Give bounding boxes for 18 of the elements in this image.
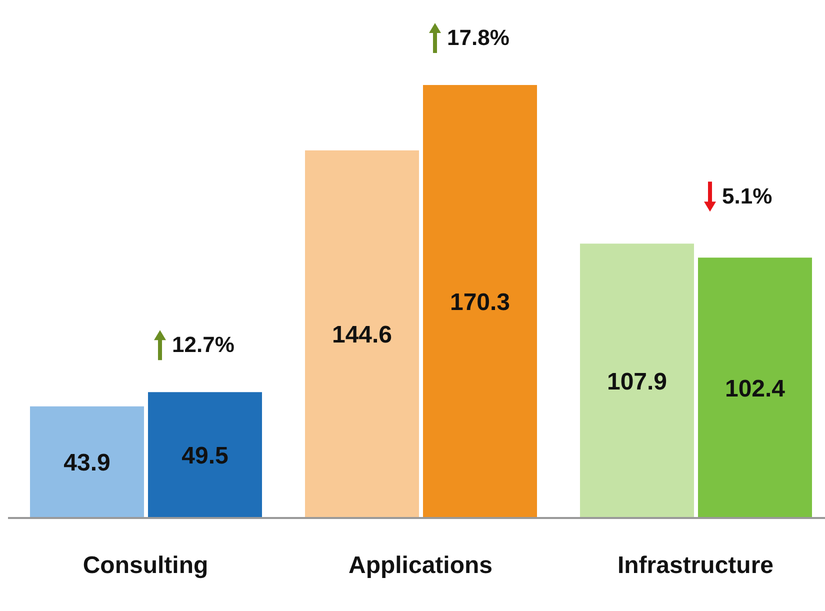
data-label: 49.5	[182, 442, 228, 470]
annotation: 12.7%	[172, 332, 234, 358]
x-tick-label: Consulting	[82, 552, 208, 580]
data-label: 107.9	[606, 368, 668, 396]
x-tick-label: Applications	[348, 552, 493, 580]
bar	[148, 392, 262, 518]
bar	[580, 244, 694, 518]
data-label: 102.4	[724, 375, 786, 402]
annotation: 17.8%	[447, 24, 510, 50]
data-label: 170.3	[450, 289, 510, 316]
data-label: 144.6	[332, 322, 392, 349]
x-tick-label: Infrastructure	[617, 552, 774, 580]
bar	[423, 84, 537, 518]
data-label: 43.9	[64, 450, 110, 477]
bar	[305, 150, 419, 518]
bar	[30, 406, 144, 518]
bar	[698, 258, 812, 518]
annotation: 5.1%	[722, 184, 772, 209]
